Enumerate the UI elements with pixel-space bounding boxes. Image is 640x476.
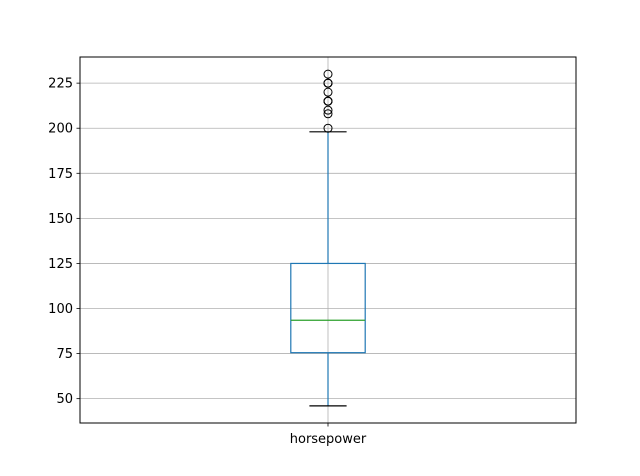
y-tick-label: 175 bbox=[48, 167, 73, 182]
y-tick-label: 150 bbox=[48, 212, 73, 227]
outlier-point bbox=[323, 69, 333, 79]
outlier-point bbox=[323, 105, 333, 115]
axis-layer: 50 75 100 125 150 175 200 225 horsepower bbox=[48, 77, 367, 447]
y-tick-label: 200 bbox=[48, 122, 73, 137]
outlier-point bbox=[323, 109, 333, 119]
y-tick-label: 225 bbox=[48, 77, 73, 92]
iqr-box bbox=[290, 262, 366, 354]
box-layer bbox=[290, 69, 366, 407]
y-tick-label: 100 bbox=[48, 302, 73, 317]
outlier-point bbox=[323, 96, 333, 106]
y-tick-label: 75 bbox=[56, 347, 73, 362]
outlier-point bbox=[323, 123, 333, 133]
outlier-point bbox=[323, 87, 333, 97]
y-tick-label: 125 bbox=[48, 257, 73, 272]
outlier-point bbox=[323, 78, 333, 88]
y-tick-label: 50 bbox=[56, 392, 73, 407]
x-tick-label: horsepower bbox=[290, 432, 367, 447]
